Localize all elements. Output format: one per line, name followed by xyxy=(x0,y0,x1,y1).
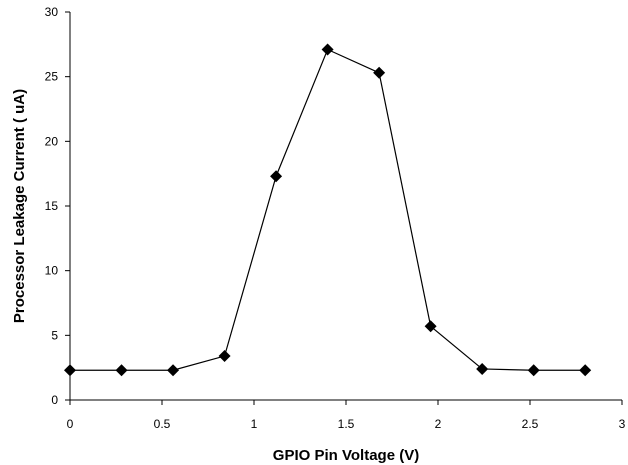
x-axis-title: GPIO Pin Voltage (V) xyxy=(273,447,419,464)
series-layer xyxy=(64,44,591,377)
ticks: 0 5 10 15 20 25 30 0 0.5 1 1.5 2 2.5 3 xyxy=(45,5,626,431)
x-tick-label: 1 xyxy=(251,417,258,431)
x-tick-label: 2 xyxy=(435,417,442,431)
data-point-marker xyxy=(579,364,591,376)
y-axis-title: Processor Leakage Current ( uA) xyxy=(11,89,28,323)
x-tick-label: 0.5 xyxy=(154,417,171,431)
x-tick-label: 2.5 xyxy=(522,417,539,431)
x-tick-label: 0 xyxy=(67,417,74,431)
y-tick-label: 5 xyxy=(51,328,58,342)
y-tick-label: 20 xyxy=(45,134,59,148)
data-point-marker xyxy=(167,364,179,376)
series-line xyxy=(70,50,585,371)
data-point-marker xyxy=(322,44,334,56)
data-point-marker xyxy=(528,364,540,376)
data-point-marker xyxy=(64,364,76,376)
data-point-marker xyxy=(116,364,128,376)
axes xyxy=(70,12,622,400)
data-point-marker xyxy=(373,67,385,79)
y-tick-label: 30 xyxy=(45,5,59,19)
data-point-marker xyxy=(270,170,282,182)
x-tick-label: 3 xyxy=(619,417,626,431)
y-tick-label: 0 xyxy=(51,393,58,407)
y-tick-label: 10 xyxy=(45,264,59,278)
x-tick-label: 1.5 xyxy=(338,417,355,431)
data-point-marker xyxy=(219,350,231,362)
y-tick-label: 25 xyxy=(45,70,59,84)
y-tick-label: 15 xyxy=(45,199,59,213)
